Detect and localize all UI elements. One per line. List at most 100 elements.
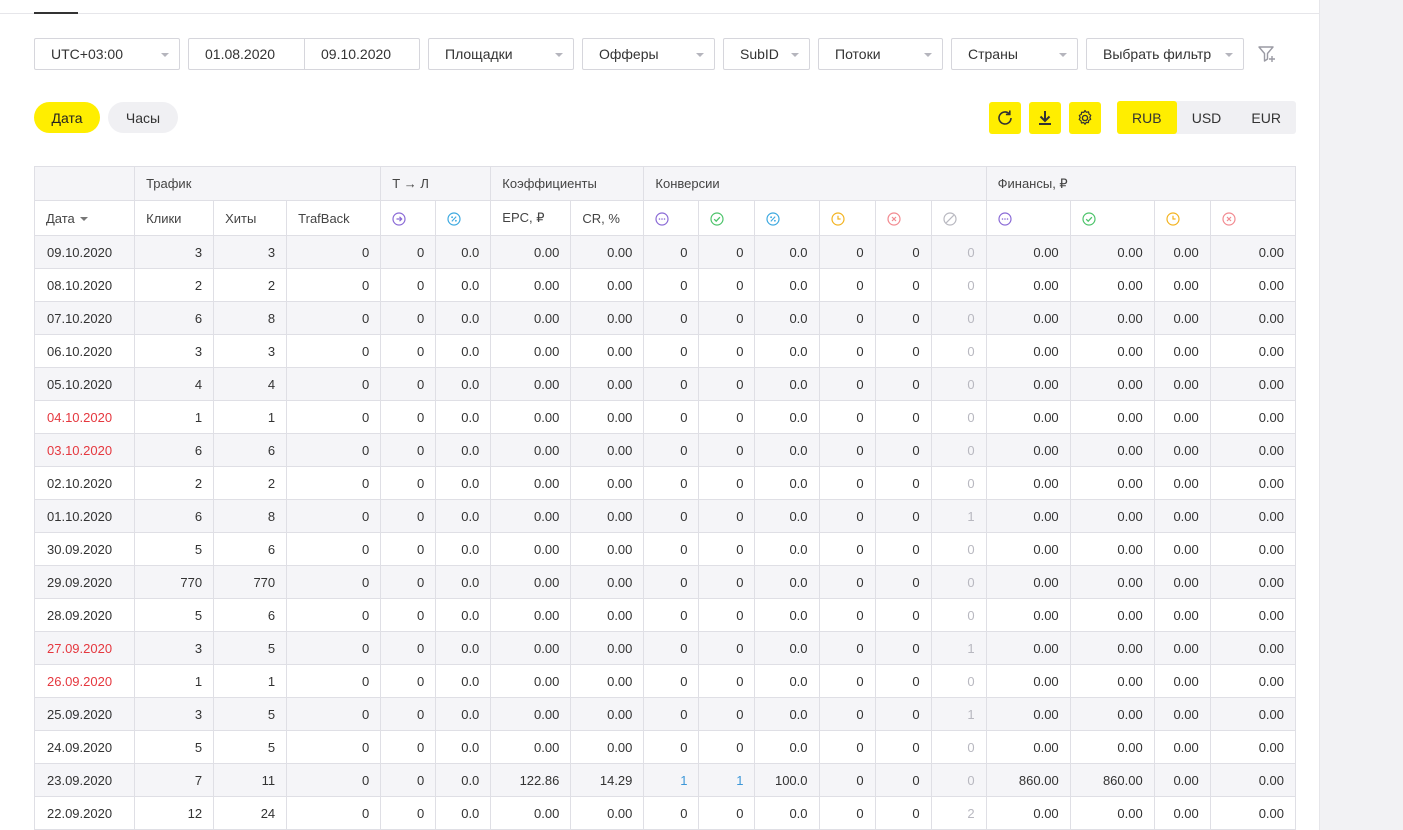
filter-add-icon[interactable] <box>1257 44 1277 64</box>
table-cell: 0 <box>286 697 382 731</box>
countries-select[interactable]: Страны <box>951 38 1078 70</box>
currency-usd-button[interactable]: USD <box>1191 109 1222 126</box>
table-row: 06.10.2020 3 3 0 0 0.0 0.00 0.00 0 0 0.0 0 0 0 0.00 0.0… <box>33 334 1297 368</box>
group-by-date-button[interactable]: Дата <box>34 102 100 133</box>
table-cell: 0 <box>874 235 932 269</box>
table-cell: 0 <box>818 565 876 599</box>
group-header-tl: Т → Л <box>380 166 492 201</box>
column-header-tl-icon-1[interactable] <box>380 200 437 236</box>
table-cell: 0.0 <box>435 235 492 269</box>
table-cell: 0 <box>818 598 876 632</box>
table-cell: 0.00 <box>570 301 645 335</box>
table-cell: 6 <box>134 433 215 467</box>
column-header-fin-icon-2[interactable] <box>1069 200 1155 236</box>
streams-select[interactable]: Потоки <box>818 38 943 70</box>
table-cell: 0.00 <box>1069 730 1155 764</box>
table-cell: 0.0 <box>754 367 820 401</box>
table-cell: 1 <box>930 631 987 665</box>
table-cell: 0.0 <box>435 268 492 302</box>
table-cell: 1 <box>134 400 215 434</box>
table-cell: 0.00 <box>1069 235 1155 269</box>
group-header-empty <box>33 166 136 201</box>
table-cell: 0.00 <box>1069 367 1155 401</box>
table-cell: 4 <box>134 367 215 401</box>
table-cell: 0 <box>818 433 876 467</box>
column-header-conv-icon-2[interactable] <box>698 200 756 236</box>
table-cell: 8 <box>213 499 288 533</box>
table-cell[interactable]: 1 <box>698 763 756 797</box>
table-cell: 0.00 <box>1069 466 1155 500</box>
column-header-fin-icon-3[interactable] <box>1153 200 1211 236</box>
table-cell: 0.00 <box>1209 367 1297 401</box>
table-cell: 2 <box>134 466 215 500</box>
download-icon <box>1039 111 1051 125</box>
table-cell: 0.00 <box>490 565 572 599</box>
column-header-epc[interactable]: EPC, ₽ <box>490 200 572 236</box>
column-header-clicks[interactable]: Клики <box>134 200 215 236</box>
refresh-button[interactable] <box>989 102 1021 134</box>
sites-select[interactable]: Площадки <box>428 38 574 70</box>
table-cell: 4 <box>213 367 288 401</box>
table-cell: 0.00 <box>1069 697 1155 731</box>
column-header-conv-icon-5[interactable] <box>874 200 932 236</box>
column-header-fin-icon-1[interactable] <box>985 200 1071 236</box>
date-from-field[interactable]: 01.08.2020 <box>205 46 276 62</box>
timezone-select[interactable]: UTC+03:00 <box>34 38 180 70</box>
table-cell: 0.0 <box>754 334 820 368</box>
table-cell: 0.00 <box>1209 433 1297 467</box>
currency-rub-button[interactable]: RUB <box>1117 101 1177 134</box>
date-to-field[interactable]: 09.10.2020 <box>304 39 419 69</box>
cell-date: 27.09.2020 <box>33 631 136 665</box>
table-cell: 0 <box>643 532 700 566</box>
date-range-picker[interactable]: 01.08.2020 09.10.2020 <box>188 38 420 70</box>
choose-filter-select[interactable]: Выбрать фильтр <box>1086 38 1244 70</box>
table-cell: 14.29 <box>570 763 645 797</box>
table-cell: 0.00 <box>1153 235 1211 269</box>
group-by-hours-button[interactable]: Часы <box>108 102 178 133</box>
table-cell: 0.00 <box>490 730 572 764</box>
column-header-conv-icon-3[interactable] <box>754 200 820 236</box>
column-header-tl-icon-2[interactable] <box>435 200 492 236</box>
table-cell: 0.00 <box>570 532 645 566</box>
table-cell: 0.0 <box>435 334 492 368</box>
currency-switch: RUB USD EUR <box>1117 101 1296 134</box>
cell-date: 30.09.2020 <box>33 532 136 566</box>
table-cell: 1 <box>930 697 987 731</box>
table-cell: 0 <box>698 367 756 401</box>
table-cell: 0 <box>930 268 987 302</box>
column-header-conv-icon-4[interactable] <box>818 200 876 236</box>
table-cell: 0 <box>286 499 382 533</box>
table-cell: 1 <box>213 664 288 698</box>
table-cell: 0 <box>930 466 987 500</box>
table-row: 05.10.2020 4 4 0 0 0.0 0.00 0.00 0 0 0.0 0 0 0 0.00 0.0… <box>33 367 1297 401</box>
table-cell: 0.00 <box>1209 697 1297 731</box>
column-header-date[interactable]: Дата <box>33 200 136 236</box>
table-cell: 1 <box>930 499 987 533</box>
table-cell: 0 <box>874 334 932 368</box>
table-cell: 0.00 <box>1069 433 1155 467</box>
table-body: 09.10.2020 3 3 0 0 0.0 0.00 0.00 0 0 0.0 0 0 0 0.00 0.0… <box>33 235 1297 830</box>
table-cell: 0 <box>818 367 876 401</box>
chevron-down-icon <box>161 53 169 57</box>
column-header-trafback[interactable]: TrafBack <box>286 200 382 236</box>
column-header-conv-icon-6[interactable] <box>930 200 987 236</box>
table-cell: 0 <box>874 268 932 302</box>
column-header-conv-icon-1[interactable] <box>643 200 700 236</box>
table-cell[interactable]: 1 <box>643 763 700 797</box>
column-header-cr[interactable]: CR, % <box>570 200 645 236</box>
offers-select[interactable]: Офферы <box>582 38 715 70</box>
table-cell: 0 <box>930 334 987 368</box>
table-cell: 860.00 <box>985 763 1071 797</box>
table-cell: 0.00 <box>570 367 645 401</box>
currency-eur-button[interactable]: EUR <box>1251 109 1281 126</box>
table-cell: 0.0 <box>435 598 492 632</box>
table-cell: 0.00 <box>1069 400 1155 434</box>
table-cell: 0.0 <box>754 268 820 302</box>
column-header-fin-icon-4[interactable] <box>1209 200 1297 236</box>
table-cell: 0 <box>930 565 987 599</box>
table-cell: 0.00 <box>1209 334 1297 368</box>
download-button[interactable] <box>1029 102 1061 134</box>
column-header-hits[interactable]: Хиты <box>213 200 288 236</box>
settings-button[interactable] <box>1069 102 1101 134</box>
subid-select[interactable]: SubID <box>723 38 810 70</box>
